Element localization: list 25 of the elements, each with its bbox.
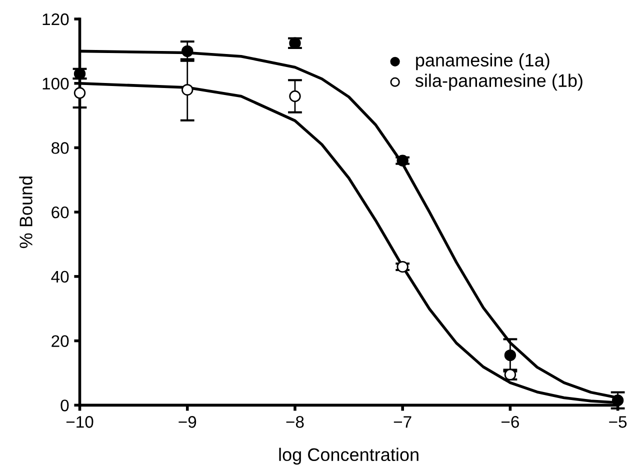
x-tick-label: −7 xyxy=(394,416,412,428)
point xyxy=(182,45,194,58)
x-tick-label: −8 xyxy=(286,416,304,428)
x-tick-label: −10 xyxy=(66,416,94,428)
y-tick-label: 40 xyxy=(51,270,69,283)
y-tick-label: 0 xyxy=(60,400,69,412)
point xyxy=(74,87,86,99)
x-tick-label: −5 xyxy=(609,416,627,428)
legend-label: sila-panamesine (1b) xyxy=(415,74,582,91)
y-tick-label: 120 xyxy=(42,13,69,26)
point xyxy=(396,154,408,166)
y-tick-label: 100 xyxy=(42,78,69,90)
x-tick-label: −6 xyxy=(502,416,519,428)
point xyxy=(289,90,301,102)
legend-label: panamesine (1a) xyxy=(416,53,550,70)
y-axis-title: % Bound xyxy=(19,176,32,248)
point xyxy=(396,260,408,273)
y-tick-label: 20 xyxy=(52,335,69,348)
point xyxy=(612,394,624,406)
x-axis-title: log Concentration xyxy=(279,448,418,465)
y-tick-label: 60 xyxy=(52,206,69,218)
point xyxy=(182,84,194,96)
point xyxy=(504,349,516,362)
y-tick-label: 80 xyxy=(52,142,69,154)
x-tick-label: −9 xyxy=(178,416,196,428)
